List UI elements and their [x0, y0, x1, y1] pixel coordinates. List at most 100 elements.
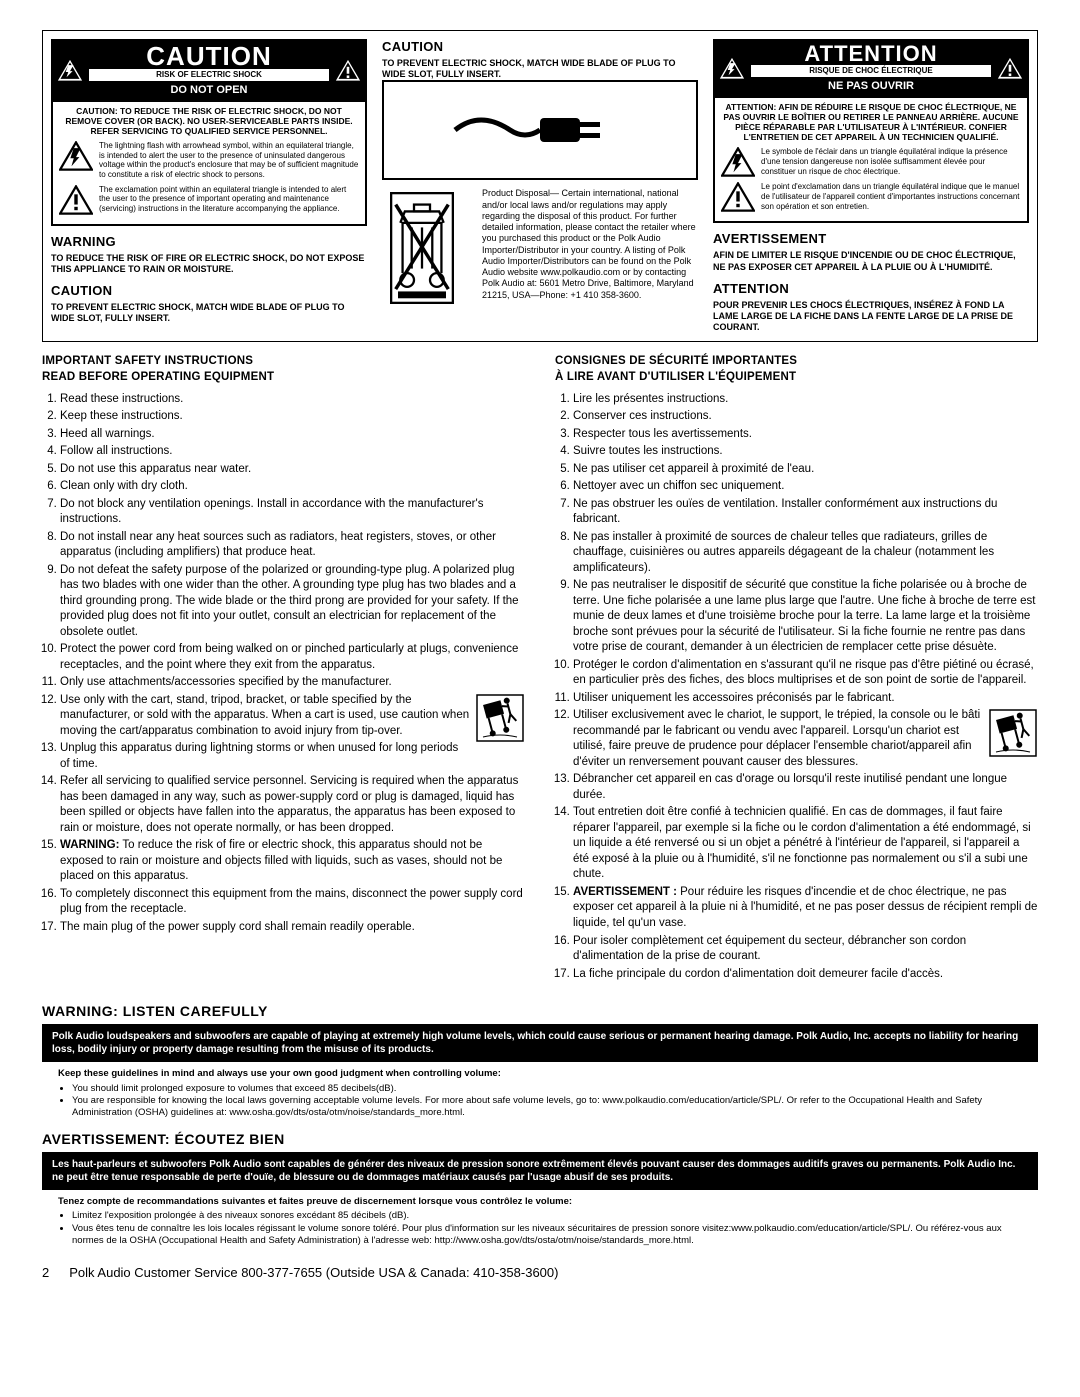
attention-body: ATTENTION: AFIN DE RÉDUIRE LE RISQUE DE … [715, 98, 1027, 222]
instr-item: Read these instructions. [60, 392, 525, 408]
instr-item: Follow all instructions. [60, 444, 525, 460]
listen-ghead: Keep these guidelines in mind and always… [58, 1068, 1022, 1080]
attention-neouvrir: NE PAS OUVRIR [751, 77, 991, 95]
plug-icon [450, 100, 630, 160]
instr-item: Respecter tous les avertissements. [573, 427, 1038, 443]
instr-item: Protéger le cordon d'alimentation en s'a… [573, 658, 1038, 689]
lightning-desc: The lightning flash with arrowhead symbo… [99, 141, 359, 179]
warning-text-left: TO REDUCE THE RISK OF FIRE OR ELECTRIC S… [51, 253, 367, 276]
caution-risk: RISK OF ELECTRIC SHOCK [89, 69, 329, 81]
exclaim-icon [721, 182, 755, 212]
instr-item: La fiche principale du cordon d'alimenta… [573, 967, 1038, 983]
instr-item: Tout entretien doit être confié à techni… [573, 805, 1038, 883]
cart-tipover-icon [988, 708, 1038, 758]
caution-plug-text-left: TO PREVENT ELECTRIC SHOCK, MATCH WIDE BL… [51, 302, 367, 325]
instructions-en: IMPORTANT SAFETY INSTRUCTIONS READ BEFOR… [42, 354, 525, 984]
col-french-warnings: ATTENTION RISQUE DE CHOC ÉLECTRIQUE NE P… [713, 39, 1029, 333]
instr-item: WARNING: To reduce the risk of fire or e… [60, 838, 525, 885]
instr-item: Protect the power cord from being walked… [60, 642, 525, 673]
ecoutez-band: Les haut-parleurs et subwoofers Polk Aud… [42, 1152, 1038, 1190]
avert-text-right: AFIN DE LIMITER LE RISQUE D'INCENDIE OU … [713, 250, 1029, 273]
instr-item: Débrancher cet appareil en cas d'orage o… [573, 772, 1038, 803]
listen-band: Polk Audio loudspeakers and subwoofers a… [42, 1024, 1038, 1062]
attn-text-right: POUR PREVENIR LES CHOCS ÉLECTRIQUES, INS… [713, 300, 1029, 334]
exclaim-desc: The exclamation point within an equilate… [99, 185, 359, 214]
col-english-warnings: CAUTION RISK OF ELECTRIC SHOCK DO NOT OP… [51, 39, 367, 333]
instr-item: Nettoyer avec un chiffon sec uniquement. [573, 479, 1038, 495]
top-warning-panel: CAUTION RISK OF ELECTRIC SHOCK DO NOT OP… [42, 30, 1038, 342]
exclaim-icon [59, 185, 93, 215]
caution-plug-text-mid: TO PREVENT ELECTRIC SHOCK, MATCH WIDE BL… [382, 58, 698, 81]
instr-item: Use only with the cart, stand, tripod, b… [60, 693, 525, 740]
safety-instructions: IMPORTANT SAFETY INSTRUCTIONS READ BEFOR… [42, 354, 1038, 984]
ecoutez-g2: Vous êtes tenu de connaître les lois loc… [72, 1223, 1022, 1248]
instr-item: Do not use this apparatus near water. [60, 462, 525, 478]
caution-box-en: CAUTION RISK OF ELECTRIC SHOCK DO NOT OP… [51, 39, 367, 226]
instr-item: Clean only with dry cloth. [60, 479, 525, 495]
attention-title: ATTENTION [751, 43, 991, 65]
weee-bin-icon [382, 188, 472, 308]
disposal-text: Product Disposal— Certain international,… [482, 188, 698, 308]
instr-item: Ne pas utiliser cet appareil à proximité… [573, 462, 1038, 478]
instr-fr-head2: À LIRE AVANT D'UTILISER L'ÉQUIPEMENT [555, 370, 1038, 386]
footer-text: Polk Audio Customer Service 800-377-7655… [69, 1265, 558, 1282]
instr-item: Unplug this apparatus during lightning s… [60, 741, 525, 772]
instr-item: To completely disconnect this equipment … [60, 887, 525, 918]
plug-illustration [382, 80, 698, 180]
instr-item: The main plug of the power supply cord s… [60, 920, 525, 936]
instr-item: Pour isoler complètement cet équipement … [573, 934, 1038, 965]
instr-item: Ne pas obstruer les ouïes de ventilation… [573, 497, 1038, 528]
instr-item: AVERTISSEMENT : Pour réduire les risques… [573, 885, 1038, 932]
caution-body: CAUTION: TO REDUCE THE RISK OF ELECTRIC … [53, 102, 365, 224]
instr-en-head1: IMPORTANT SAFETY INSTRUCTIONS [42, 354, 525, 370]
instr-item: Ne pas neutraliser le dispositif de sécu… [573, 578, 1038, 656]
listen-g2: You are responsible for knowing the loca… [72, 1095, 1022, 1120]
exclaim-desc-fr: Le point d'exclamation dans un triangle … [761, 182, 1021, 211]
lightning-triangle-icon [57, 59, 83, 83]
caution-title: CAUTION [89, 43, 329, 69]
instr-item: Conserver ces instructions. [573, 409, 1038, 425]
instructions-fr: CONSIGNES DE SÉCURITÉ IMPORTANTES À LIRE… [555, 354, 1038, 984]
lightning-triangle-icon [719, 57, 745, 81]
listen-guidelines: Keep these guidelines in mind and always… [42, 1068, 1038, 1119]
attn-head-right: ATTENTION [713, 281, 1029, 298]
instr-item: Keep these instructions. [60, 409, 525, 425]
listen-g1: You should limit prolonged exposure to v… [72, 1083, 1022, 1095]
caution-plug-head-left: CAUTION [51, 283, 367, 300]
instr-fr-list: Lire les présentes instructions.Conserve… [555, 392, 1038, 983]
instr-en-list: Read these instructions.Keep these instr… [42, 392, 525, 936]
ecoutez-head: AVERTISSEMENT: ÉCOUTEZ BIEN [42, 1130, 1038, 1148]
page-number: 2 [42, 1265, 49, 1282]
caution-plug-head-mid: CAUTION [382, 39, 698, 56]
attention-risk: RISQUE DE CHOC ÉLECTRIQUE [751, 65, 991, 77]
instr-item: Utiliser exclusivement avec le chariot, … [573, 708, 1038, 770]
exclaim-triangle-icon [335, 59, 361, 83]
exclaim-triangle-icon [997, 57, 1023, 81]
lightning-desc-fr: Le symbole de l'éclair dans un triangle … [761, 147, 1021, 176]
warning-head-left: WARNING [51, 234, 367, 251]
ecoutez-guidelines: Tenez compte de recommandations suivante… [42, 1196, 1038, 1247]
instr-fr-head1: CONSIGNES DE SÉCURITÉ IMPORTANTES [555, 354, 1038, 370]
lightning-icon [721, 147, 755, 177]
cart-tipover-icon [475, 693, 525, 743]
lightning-icon [59, 141, 93, 171]
caution-donotopen: DO NOT OPEN [89, 81, 329, 99]
instr-item: Suivre toutes les instructions. [573, 444, 1038, 460]
instr-item: Do not install near any heat sources suc… [60, 530, 525, 561]
instr-item: Only use attachments/accessories specifi… [60, 675, 525, 691]
instr-en-head2: READ BEFORE OPERATING EQUIPMENT [42, 370, 525, 386]
instr-item: Lire les présentes instructions. [573, 392, 1038, 408]
instr-item: Refer all servicing to qualified service… [60, 774, 525, 836]
avert-head-right: AVERTISSEMENT [713, 231, 1029, 248]
listen-head: WARNING: LISTEN CAREFULLY [42, 1002, 1038, 1020]
instr-item: Utiliser uniquement les accessoires préc… [573, 691, 1038, 707]
instr-item: Do not block any ventilation openings. I… [60, 497, 525, 528]
instr-item: Ne pas installer à proximité de sources … [573, 530, 1038, 577]
page-footer: 2 Polk Audio Customer Service 800-377-76… [42, 1265, 1038, 1282]
col-plug-disposal: CAUTION TO PREVENT ELECTRIC SHOCK, MATCH… [382, 39, 698, 333]
instr-item: Heed all warnings. [60, 427, 525, 443]
ecoutez-ghead: Tenez compte de recommandations suivante… [58, 1196, 1022, 1208]
ecoutez-g1: Limitez l'exposition prolongée à des niv… [72, 1210, 1022, 1222]
attention-box-fr: ATTENTION RISQUE DE CHOC ÉLECTRIQUE NE P… [713, 39, 1029, 223]
instr-item: Do not defeat the safety purpose of the … [60, 563, 525, 641]
